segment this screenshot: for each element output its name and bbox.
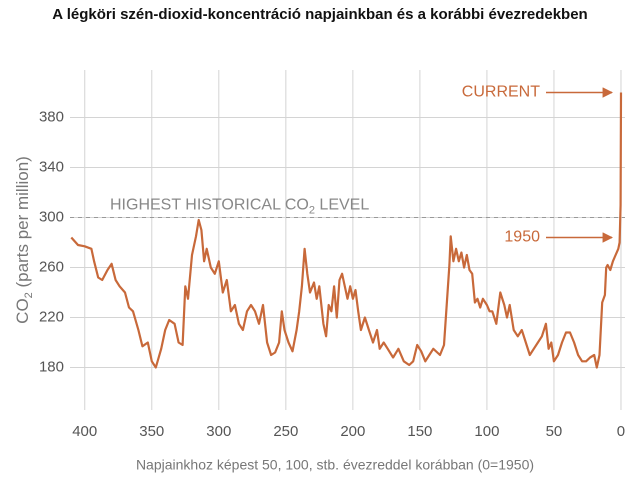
y-tick-label: 380 [39, 108, 64, 125]
y-tick-label: 260 [39, 258, 64, 275]
y-tick-label: 180 [39, 358, 64, 375]
x-tick-label: 250 [273, 423, 298, 440]
x-tick-label: 350 [139, 423, 164, 440]
reference-label-main: HIGHEST HISTORICAL CO [110, 197, 309, 214]
x-tick-label: 200 [340, 423, 365, 440]
y-tick-label: 220 [39, 308, 64, 325]
chart-title: A légköri szén-dioxid-koncentráció napja… [52, 6, 587, 23]
x-tick-label: 100 [474, 423, 499, 440]
y-label-main: CO [13, 298, 32, 324]
x-axis-label: Napjainkhoz képest 50, 100, stb. évezred… [136, 457, 534, 473]
annotation-label: CURRENT [462, 84, 540, 101]
x-tick-label: 50 [546, 423, 563, 440]
y-label-sub: 2 [23, 292, 35, 298]
x-tick-label: 400 [72, 423, 97, 440]
annotation-label: 1950 [504, 229, 540, 246]
y-axis-label: CO2 (parts per million) [13, 156, 34, 324]
x-tick-label: 150 [407, 423, 432, 440]
co2-line [70, 92, 623, 369]
y-tick-label: 300 [39, 208, 64, 225]
y-label-rest: (parts per million) [13, 156, 32, 292]
reference-label: HIGHEST HISTORICAL CO2 LEVEL [110, 197, 369, 217]
x-tick-label: 300 [206, 423, 231, 440]
x-tick-label: 0 [617, 423, 625, 440]
y-tick-label: 340 [39, 158, 64, 175]
reference-label-sub: 2 [309, 204, 315, 216]
reference-label-rest: LEVEL [315, 197, 369, 214]
